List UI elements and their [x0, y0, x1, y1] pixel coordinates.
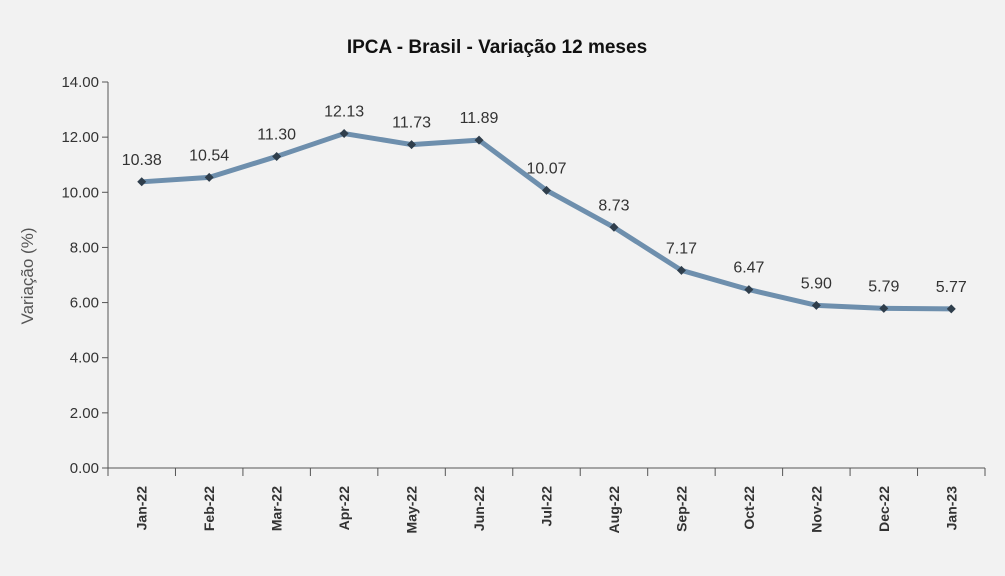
y-tick-label: 6.00: [70, 295, 99, 312]
x-tick-label: May-22: [404, 486, 420, 534]
y-axis-label: Variação (%): [18, 228, 37, 325]
x-tick-label: Apr-22: [336, 486, 352, 531]
data-labels: 10.38 10.54 11.30 12.13 11.73 11.89 10.07 8.73 7…: [122, 104, 967, 296]
data-point: [609, 222, 619, 232]
y-axis: 0.00 2.00 4.00 6.00 8.00 10.00 12.00 14.00: [61, 74, 109, 477]
y-tick-label: 0.00: [70, 460, 99, 477]
y-tick-label: 4.00: [70, 350, 99, 367]
data-label: 5.77: [936, 279, 967, 296]
x-tick-label: Mar-22: [269, 486, 285, 531]
data-point: [137, 177, 147, 187]
data-label: 11.73: [392, 115, 431, 132]
data-label: 11.30: [257, 126, 296, 143]
data-label: 12.13: [324, 104, 364, 121]
data-label: 6.47: [733, 260, 764, 277]
data-label: 11.89: [460, 110, 499, 127]
data-point: [339, 129, 349, 139]
data-point: [204, 172, 214, 182]
x-tick-label: Oct-22: [741, 486, 757, 530]
x-tick-label: Aug-22: [606, 486, 622, 534]
data-point: [407, 140, 417, 150]
x-tick-label: Jan-22: [134, 486, 150, 531]
y-tick-label: 12.00: [61, 129, 99, 146]
data-label: 5.90: [801, 275, 832, 292]
x-tick-label: Dec-22: [876, 486, 892, 532]
data-point: [811, 300, 821, 310]
series-layer: [137, 129, 956, 314]
x-tick-label: Jun-22: [471, 486, 487, 531]
data-label: 5.79: [868, 278, 899, 295]
x-tick-label: Nov-22: [808, 486, 824, 533]
data-point: [542, 185, 551, 195]
x-axis: Jan-22 Feb-22 Mar-22 Apr-22 May-22 Jun-22 Jul-…: [107, 467, 986, 534]
data-label: 10.38: [122, 152, 162, 169]
data-point: [676, 265, 686, 275]
x-tick-label: Feb-22: [201, 486, 217, 531]
data-point: [744, 285, 754, 295]
data-point: [272, 151, 282, 161]
x-tick-label: Jan-23: [943, 486, 959, 531]
data-point: [879, 303, 889, 313]
data-label: 7.17: [666, 240, 697, 257]
data-point: [474, 135, 484, 145]
x-tick-label: Sep-22: [673, 486, 689, 532]
y-tick-label: 2.00: [70, 405, 99, 422]
y-tick-label: 14.00: [61, 74, 99, 91]
chart-title: IPCA - Brasil - Variação 12 meses: [347, 37, 647, 58]
x-tick-label: Jul-22: [539, 486, 555, 527]
data-label: 10.07: [526, 160, 566, 177]
y-tick-label: 10.00: [61, 184, 99, 201]
data-label: 10.54: [189, 147, 229, 164]
y-tick-label: 8.00: [70, 239, 99, 256]
data-label: 8.73: [598, 197, 629, 214]
data-point: [946, 304, 956, 314]
